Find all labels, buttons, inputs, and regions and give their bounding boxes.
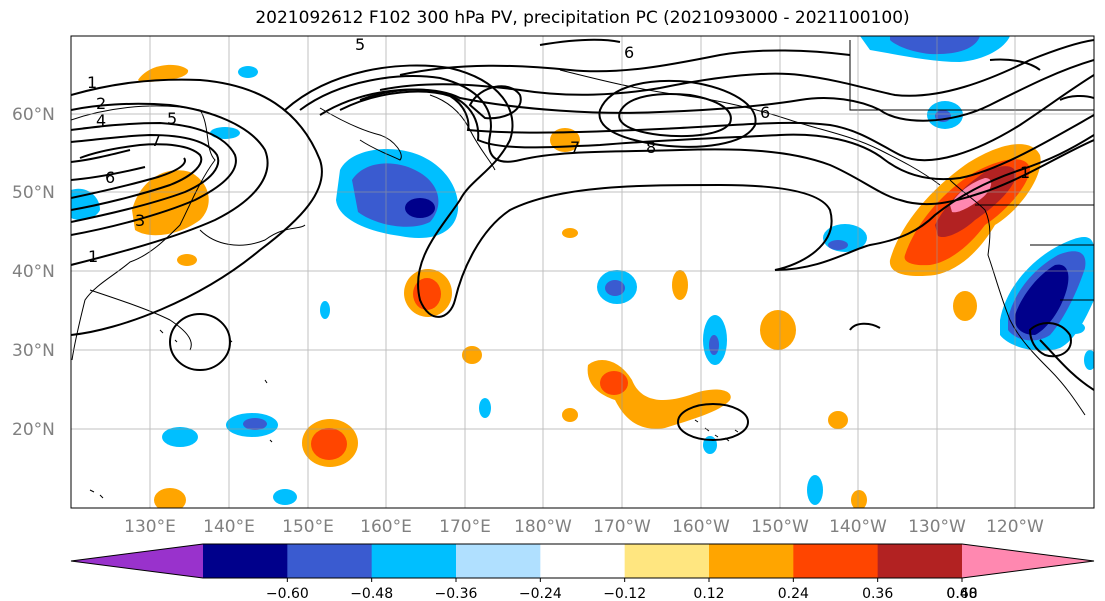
- contour-label: 5: [355, 35, 365, 54]
- lon-label: 180°W: [514, 517, 572, 537]
- lon-label: 120°W: [986, 517, 1044, 537]
- contour-label: 8: [646, 138, 656, 157]
- colorbar-tick-label: −0.48: [350, 586, 393, 601]
- lat-label: 40°N: [12, 262, 55, 282]
- colorbar-extend-high: [962, 544, 1094, 578]
- contour-label: 6: [624, 43, 634, 62]
- colorbar-tick-label: −0.24: [519, 586, 562, 601]
- map-title: 2021092612 F102 300 hPa PV, precipitatio…: [255, 8, 910, 28]
- colorbar-tick-label: 0.60: [946, 586, 977, 601]
- coastlines: [71, 40, 1094, 499]
- contour-label: 1: [1020, 163, 1030, 182]
- colorbar-segment: [371, 544, 457, 578]
- latitude-labels: 60°N 50°N 40°N 30°N 20°N: [12, 105, 55, 440]
- gridlines: [71, 36, 1094, 508]
- colorbar-segment: [877, 544, 963, 578]
- colorbar-segment: [709, 544, 794, 578]
- colorbar: −0.60 −0.48 −0.36 −0.24 −0.12 0.12 0.24 0.36 0.4…: [70, 543, 1095, 601]
- contour-label: 6: [760, 103, 770, 122]
- colorbar-tick-label: 0.24: [778, 586, 809, 601]
- lat-label: 50°N: [12, 183, 55, 203]
- pv-contours: [71, 38, 1094, 441]
- lon-label: 140°W: [829, 517, 887, 537]
- precip-shading: [71, 36, 1094, 508]
- contour-label: 1: [87, 73, 97, 92]
- contour-label: 2: [96, 94, 106, 113]
- lon-label: 130°E: [124, 517, 176, 537]
- contour-label: 5: [167, 109, 177, 128]
- lon-label: 160°E: [360, 517, 412, 537]
- contour-label: 4: [96, 111, 106, 130]
- contour-label: 6: [105, 168, 115, 187]
- lon-label: 140°E: [203, 517, 255, 537]
- contour-label: 7: [570, 138, 580, 157]
- contour-label: 3: [135, 211, 145, 230]
- lat-label: 30°N: [12, 341, 55, 361]
- colorbar-segment: [287, 544, 373, 578]
- colorbar-extend-low: [71, 544, 203, 578]
- lon-label: 150°W: [751, 517, 809, 537]
- contour-labels: 1 2 4 5 7 6 3 1 5 6 7 8 6 1: [87, 35, 1030, 266]
- lon-label: 170°W: [593, 517, 651, 537]
- colorbar-segment: [540, 544, 626, 578]
- colorbar-tick-label: 0.12: [693, 586, 724, 601]
- colorbar-segment: [793, 544, 879, 578]
- colorbar-tick-label: −0.12: [603, 586, 646, 601]
- contour-label: 7: [151, 131, 161, 150]
- contour-label: 1: [88, 247, 98, 266]
- colorbar-tick-label: −0.60: [266, 586, 309, 601]
- lon-label: 170°E: [439, 517, 491, 537]
- map-frame: [70, 35, 1095, 509]
- colorbar-tick-label: 0.36: [862, 586, 893, 601]
- lon-label: 130°W: [908, 517, 966, 537]
- longitude-labels: 130°E 140°E 150°E 160°E 170°E 180°W 170°…: [124, 517, 1044, 537]
- lat-label: 60°N: [12, 105, 55, 125]
- colorbar-segment: [624, 544, 710, 578]
- lat-label: 20°N: [12, 420, 55, 440]
- colorbar-tick-label: 0.48: [946, 586, 977, 601]
- lon-label: 150°E: [282, 517, 334, 537]
- colorbar-segment: [456, 544, 541, 578]
- lon-label: 160°W: [672, 517, 730, 537]
- colorbar-segment: [203, 544, 288, 578]
- colorbar-tick-label: −0.36: [435, 586, 478, 601]
